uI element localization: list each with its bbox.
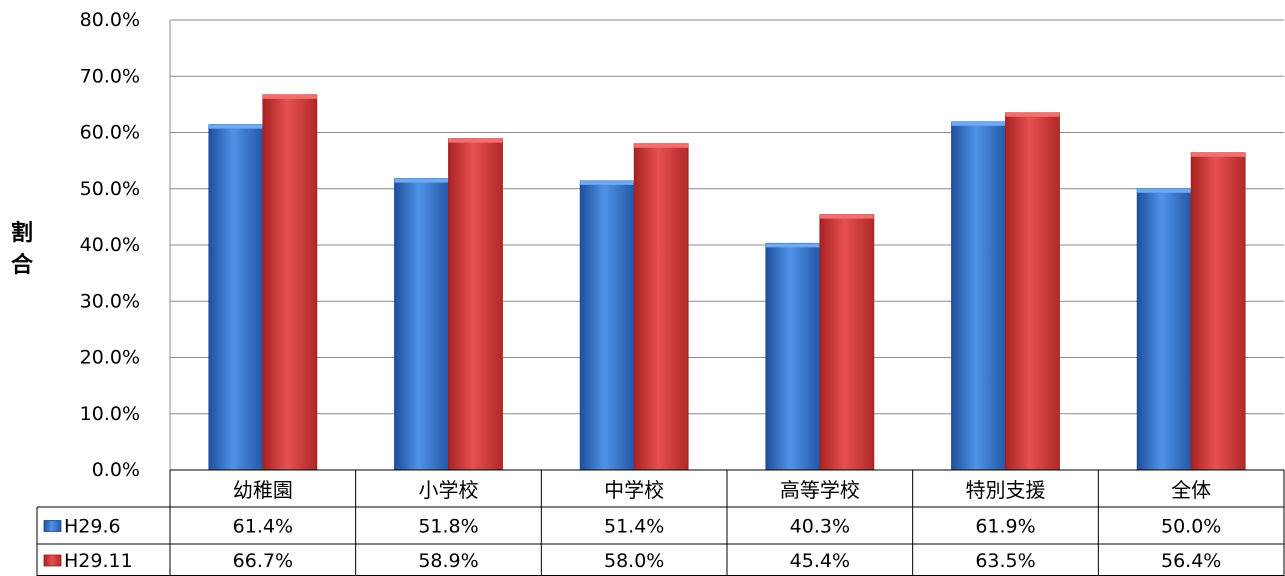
bar-top <box>634 143 689 148</box>
category-label: 中学校 <box>604 478 664 502</box>
y-tick-label: 20.0% <box>80 347 140 369</box>
data-label: 45.4% <box>790 550 850 572</box>
bar-top <box>262 94 317 99</box>
gridlines <box>169 19 1284 471</box>
y-tick-label: 30.0% <box>80 290 140 312</box>
bar <box>1136 188 1192 471</box>
data-label: 51.8% <box>418 516 478 538</box>
bar <box>765 242 821 471</box>
data-label: 66.7% <box>233 550 293 572</box>
data-label: 40.3% <box>790 516 850 538</box>
bar-top <box>1005 112 1060 117</box>
category-label: 高等学校 <box>780 478 860 502</box>
y-axis-label: 割合 <box>11 220 34 278</box>
data-label: 50.0% <box>1161 516 1221 538</box>
bar-top <box>448 138 503 143</box>
data-label: 63.5% <box>975 550 1035 572</box>
data-label: 61.4% <box>233 516 293 538</box>
y-tick-label: 60.0% <box>80 122 140 144</box>
bar <box>819 214 875 471</box>
bar-top <box>819 214 874 219</box>
bar-top <box>1137 188 1192 193</box>
legend-swatch <box>43 520 62 532</box>
bars <box>208 94 1246 471</box>
bar-top <box>1191 152 1246 157</box>
y-axis-label-char: 合 <box>11 252 34 278</box>
data-label: 51.4% <box>604 516 664 538</box>
bar-top <box>951 121 1006 126</box>
y-tick-label: 70.0% <box>80 65 140 87</box>
bar <box>633 143 689 471</box>
bar-top <box>580 180 635 185</box>
bar <box>394 178 449 471</box>
data-table: 幼稚園 小学校 中学校 高等学校 特別支援 全体 H29.6 61.4% 51.8% 51.4% 4… <box>36 469 1285 576</box>
data-label: 56.4% <box>1161 550 1221 572</box>
bar <box>1190 152 1246 471</box>
category-label: 小学校 <box>419 478 479 502</box>
bar <box>448 138 503 471</box>
y-tick-label: 50.0% <box>80 178 140 200</box>
legend-label: H29.6 <box>64 516 121 538</box>
y-tick-label: 10.0% <box>80 403 140 425</box>
bar-top <box>208 124 263 129</box>
bar-top <box>765 243 820 248</box>
category-label: 全体 <box>1171 478 1211 502</box>
bar <box>579 180 635 471</box>
y-axis-ticks: 0.0% 10.0% 20.0% 30.0% 40.0% 50.0% 60.0% 70.0% 8… <box>80 9 140 481</box>
data-label: 58.9% <box>418 550 478 572</box>
bar <box>208 124 264 471</box>
category-label: 幼稚園 <box>233 478 293 502</box>
y-tick-label: 40.0% <box>80 234 140 256</box>
legend-label: H29.11 <box>64 550 133 572</box>
y-tick-label: 0.0% <box>92 459 140 481</box>
legend-swatch <box>43 554 62 567</box>
bar <box>1005 112 1060 471</box>
bar <box>951 121 1006 471</box>
data-label: 58.0% <box>604 550 664 572</box>
bar-top <box>394 178 449 183</box>
bar <box>262 94 318 471</box>
y-tick-label: 80.0% <box>80 9 140 31</box>
category-label: 特別支援 <box>966 478 1046 502</box>
data-label: 61.9% <box>975 516 1035 538</box>
y-axis-label-char: 割 <box>11 220 33 246</box>
